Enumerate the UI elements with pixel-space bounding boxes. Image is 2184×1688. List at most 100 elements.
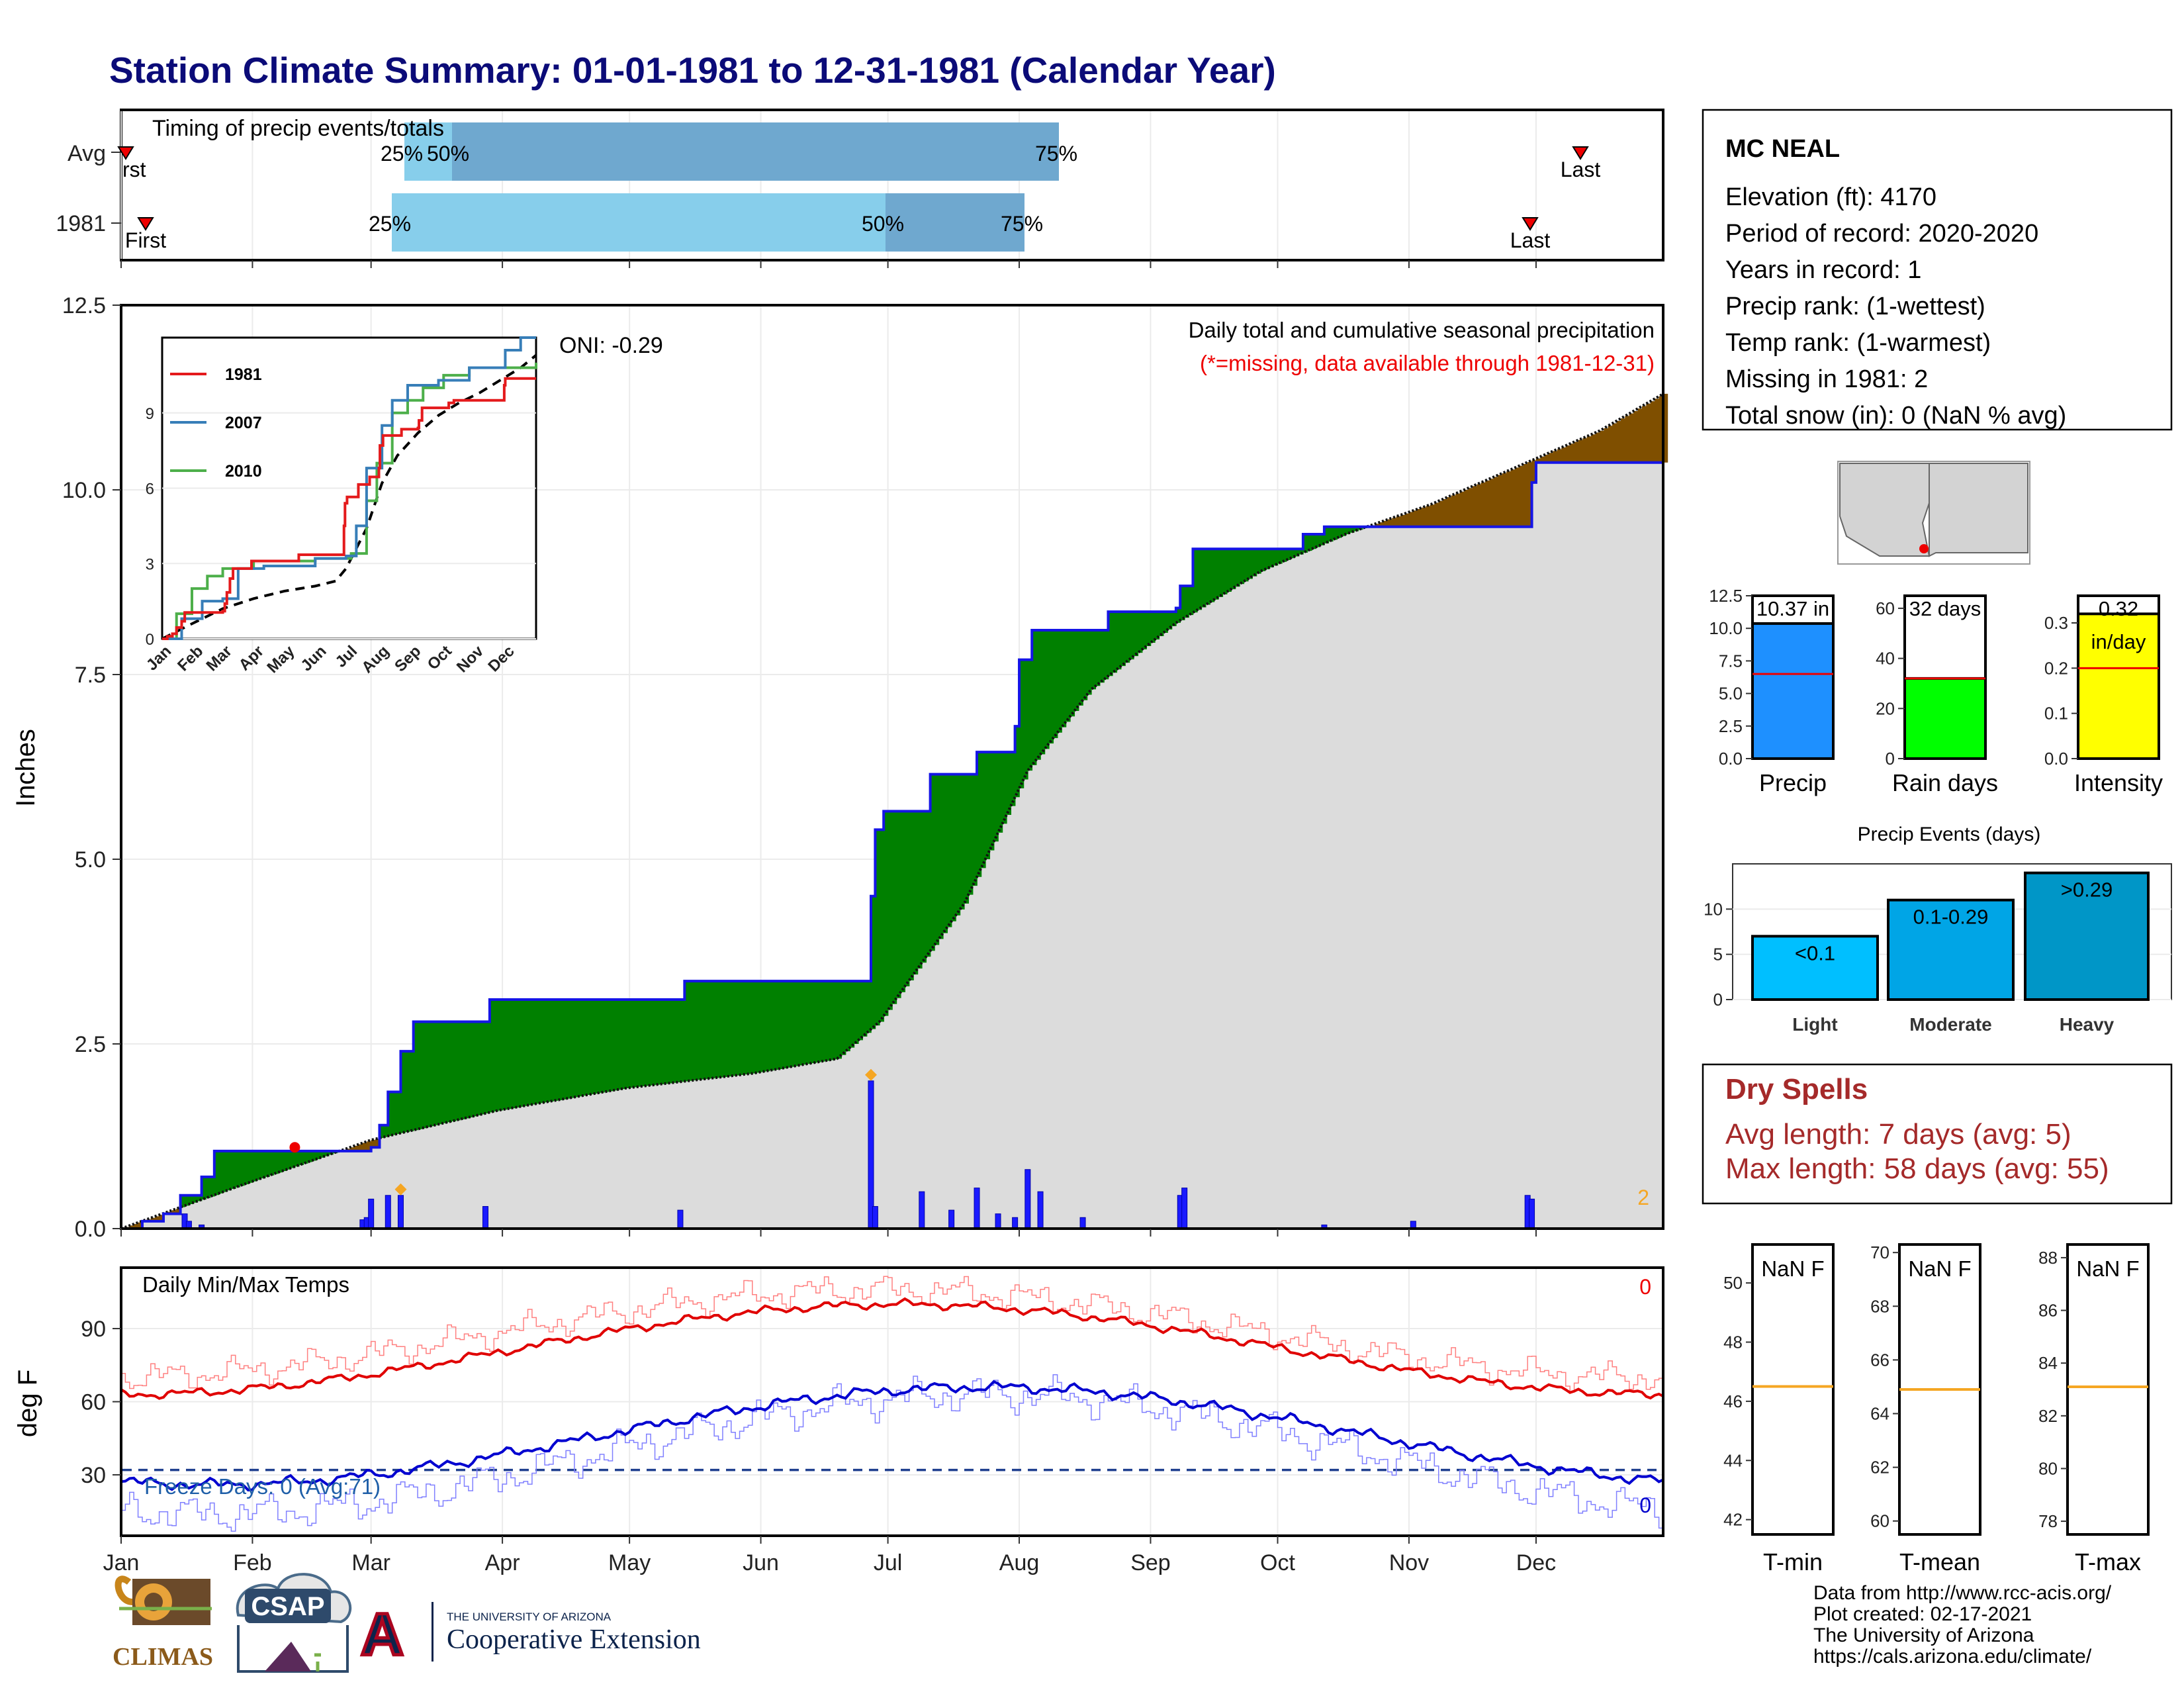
daily-precip-bar xyxy=(1012,1217,1019,1229)
month-label: Feb xyxy=(233,1550,272,1575)
timing-avg-first-label: rst xyxy=(122,158,146,181)
inset-avg-line xyxy=(161,353,537,640)
inset-series-2007 xyxy=(162,336,536,640)
daily-precip-bar xyxy=(677,1209,684,1229)
temp-box-tick-label: 60 xyxy=(1870,1511,1889,1531)
temp-box-tick-label: 42 xyxy=(1723,1510,1743,1530)
station-info-line: Missing in 1981: 2 xyxy=(1725,365,1928,393)
inset-series-1981 xyxy=(162,377,536,640)
precip-panel: 0.0 2.5 5.0 7.5 10.0 12.5 Inches ONI: -0.29 D… xyxy=(11,293,1668,1242)
avg-cumulative-line xyxy=(120,393,1664,1230)
temp-box-tick-label: 70 xyxy=(1870,1243,1889,1262)
inset-legend-label: 2007 xyxy=(225,414,262,432)
dry-spells-box: Dry Spells Avg length: 7 days (avg: 5) M… xyxy=(1702,1063,2173,1205)
missing-data-marker xyxy=(864,1068,877,1081)
timing-year-50-label: 50% xyxy=(862,212,904,236)
mini-bar-tick-label: 0.3 xyxy=(2044,613,2068,633)
mini-bar-value-label: 32 days xyxy=(1909,597,1981,620)
events-tick-label: 0 xyxy=(1713,990,1723,1009)
temp-box-tick-label: 66 xyxy=(1870,1350,1889,1370)
station-info-line: Years in record: 1 xyxy=(1725,256,1921,284)
missing-data-marker xyxy=(394,1183,407,1196)
ua-extension-text: Cooperative Extension xyxy=(447,1624,701,1655)
page-title: Station Climate Summary: 01-01-1981 to 1… xyxy=(109,50,1276,91)
timing-avg-first-marker xyxy=(117,146,134,160)
temp-box-t-max: 78 80 82 84 86 88 NaN F T-max xyxy=(2038,1243,2150,1575)
temp-box-tick-label: 82 xyxy=(2038,1406,2058,1426)
timing-avg-25-label: 25% xyxy=(381,142,423,165)
daily-precip-bar xyxy=(482,1206,488,1229)
temp-box-tick-label: 48 xyxy=(1723,1332,1743,1352)
station-box: MC NEAL Elevation (ft): 4170 Period of re… xyxy=(1702,109,2173,431)
events-tick-label: 5 xyxy=(1713,945,1723,964)
ua-logo: A THE UNIVERSITY OF ARIZONA Cooperative … xyxy=(359,1601,701,1670)
daily-precip-bar xyxy=(995,1213,1001,1229)
dry-spells-avg: Avg length: 7 days (avg: 5) xyxy=(1725,1118,2071,1150)
mini-bar-value xyxy=(1751,622,1835,760)
precip-caption: Daily total and cumulative seasonal prec… xyxy=(1189,318,1655,342)
daily-max-avg-line xyxy=(120,1297,1664,1400)
mini-bar-tick-label: 10.0 xyxy=(1709,618,1743,638)
daily-max-observed-line xyxy=(121,1276,1664,1393)
events-bar-light xyxy=(1751,935,1879,1002)
temp-box-tick-label: 50 xyxy=(1723,1273,1743,1293)
temp-panel: 30 60 90 Jan Feb Mar Apr May Jun Jul Aug Sep Oct Nov… xyxy=(13,1266,1664,1575)
precip-ytick-label: 7.5 xyxy=(75,663,106,688)
mini-bar-tick-label: 60 xyxy=(1876,598,1895,618)
precip-ylabel: Inches xyxy=(11,729,40,807)
daily-precip-bar xyxy=(948,1209,955,1229)
footer-line: Data from http://www.rcc-acis.org/ xyxy=(1813,1582,2112,1604)
climas-logo: CLIMAS xyxy=(113,1575,213,1671)
above-average-area xyxy=(180,526,1367,1207)
timing-avg-50-label: 50% xyxy=(427,142,469,165)
timing-avg-75-label: 75% xyxy=(1035,142,1077,165)
inset-legend-label: 2010 xyxy=(225,462,262,481)
mini-bar-chart-precip: 0.0 2.5 5.0 7.5 10.0 12.5 10.37 in Precip xyxy=(1709,586,1835,796)
timing-year-first-marker xyxy=(137,217,154,231)
temp-box-t-mean: 60 62 64 66 68 70 NaN F T-mean xyxy=(1870,1243,1981,1575)
month-label: Sep xyxy=(1130,1550,1171,1575)
temp-ytick-label: 30 xyxy=(81,1463,106,1488)
daily-min-observed-line xyxy=(121,1374,1664,1532)
footer-line: The University of Arizona xyxy=(1813,1624,2034,1646)
temp-ytick-label: 90 xyxy=(81,1317,106,1342)
timing-row-label-avg: Avg xyxy=(68,141,106,166)
daily-precip-bar xyxy=(368,1198,375,1229)
precip-ytick-label: 5.0 xyxy=(75,847,106,872)
daily-precip-bar xyxy=(397,1195,404,1229)
mini-bar-chart-intensity: 0.0 0.1 0.2 0.3 0.32 in/day Intensity xyxy=(2044,594,2163,796)
timing-year-last-label: Last xyxy=(1510,228,1551,252)
red-marker xyxy=(289,1142,300,1153)
month-label: Jan xyxy=(103,1550,140,1575)
events-bar-label: Moderate xyxy=(1909,1014,1991,1035)
precip-missing-count: 2 xyxy=(1637,1186,1649,1209)
month-label: Jul xyxy=(874,1550,902,1575)
inset-series-2010 xyxy=(162,362,537,640)
timing-avg-bar-25-50 xyxy=(404,122,452,181)
mini-bar-chart-rain-days: 0 20 40 60 32 days Rain days xyxy=(1876,594,1998,796)
daily-min-avg-line xyxy=(120,1380,1664,1492)
temp-box-label: T-min xyxy=(1763,1548,1823,1575)
ua-small-text: THE UNIVERSITY OF ARIZONA xyxy=(447,1611,612,1623)
daily-precip-bar xyxy=(385,1195,391,1229)
temp-box-tick-label: 88 xyxy=(2038,1248,2058,1268)
dry-spells-title: Dry Spells xyxy=(1725,1073,1868,1105)
month-label: Aug xyxy=(999,1550,1040,1575)
mini-bar-label: Rain days xyxy=(1892,769,1998,796)
mini-bar-tick-label: 0.0 xyxy=(2044,749,2068,769)
temp-box-tick-label: 44 xyxy=(1723,1450,1743,1470)
precip-ytick-label: 2.5 xyxy=(75,1032,106,1057)
inset-ytick-label: 0 xyxy=(146,631,154,649)
temp-title: Daily Min/Max Temps xyxy=(142,1272,349,1297)
mini-bar-tick-label: 12.5 xyxy=(1709,586,1743,606)
mini-bar-tick-label: 0 xyxy=(1886,749,1895,769)
observed-cumulative-line xyxy=(121,461,1663,1230)
temp-box-tick-label: 80 xyxy=(2038,1458,2058,1478)
temp-box-value-label: NaN F xyxy=(2076,1256,2139,1281)
footer-line: https://cals.arizona.edu/climate/ xyxy=(1813,1646,2092,1667)
mini-bar-value-label: 0.32 xyxy=(2099,597,2138,620)
csap-logo: CSAP xyxy=(236,1573,352,1673)
ua-letter: A xyxy=(361,1602,404,1668)
daily-precip-bar xyxy=(974,1188,980,1229)
dry-spells-max: Max length: 58 days (avg: 55) xyxy=(1725,1152,2109,1185)
